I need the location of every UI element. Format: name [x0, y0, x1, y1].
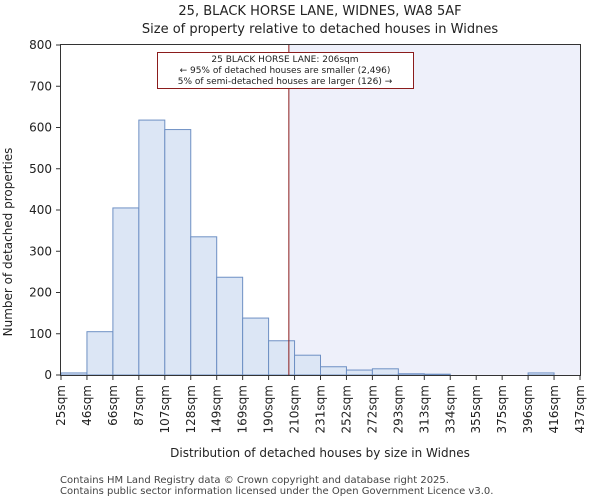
- x-tick-label-313sqm: 313sqm: [417, 385, 431, 433]
- x-tick-label-437sqm: 437sqm: [573, 385, 587, 433]
- bar-396sqm: [527, 372, 555, 376]
- x-tick-label-375sqm: 375sqm: [495, 385, 509, 433]
- x-tick-label-190sqm: 190sqm: [262, 385, 276, 433]
- x-tick-label-87sqm: 87sqm: [132, 385, 146, 426]
- bar-272sqm: [371, 368, 399, 376]
- bar-149sqm: [216, 276, 244, 376]
- bar-231sqm: [320, 366, 347, 376]
- chart-title: 25, BLACK HORSE LANE, WIDNES, WA8 5AF: [178, 4, 461, 19]
- y-tick-label-200: 200: [29, 286, 52, 300]
- y-tick-label-100: 100: [29, 327, 52, 341]
- x-tick-label-46sqm: 46sqm: [80, 385, 94, 426]
- x-tick-label-252sqm: 252sqm: [339, 385, 353, 433]
- chart-subtitle: Size of property relative to detached ho…: [142, 22, 498, 37]
- y-tick-label-400: 400: [29, 203, 52, 217]
- bar-25sqm: [60, 372, 88, 376]
- footer-line-1: Contains HM Land Registry data © Crown c…: [60, 475, 449, 486]
- y-tick-label-500: 500: [29, 162, 52, 176]
- y-tick-label-300: 300: [29, 244, 52, 258]
- bar-190sqm: [268, 340, 296, 376]
- annotation-frame: [157, 52, 414, 89]
- x-tick-label-66sqm: 66sqm: [106, 385, 120, 426]
- bar-128sqm: [190, 236, 218, 376]
- x-tick-label-169sqm: 169sqm: [236, 385, 250, 433]
- x-tick-label-25sqm: 25sqm: [54, 385, 68, 426]
- bar-210sqm: [294, 354, 321, 376]
- annotation-line-3: 5% of semi-detached houses are larger (1…: [178, 77, 393, 87]
- x-tick-label-293sqm: 293sqm: [391, 385, 405, 433]
- bar-293sqm: [397, 373, 425, 376]
- x-axis-label: Distribution of detached houses by size …: [170, 446, 470, 460]
- bar-252sqm: [345, 369, 373, 376]
- x-tick-label-396sqm: 396sqm: [521, 385, 535, 433]
- y-tick-label-600: 600: [29, 121, 52, 135]
- x-tick-label-334sqm: 334sqm: [443, 385, 457, 433]
- x-tick-label-416sqm: 416sqm: [547, 385, 561, 433]
- x-tick-label-107sqm: 107sqm: [158, 385, 172, 433]
- bar-169sqm: [242, 317, 270, 376]
- annotation-line-2: ← 95% of detached houses are smaller (2,…: [180, 66, 391, 76]
- x-tick-label-210sqm: 210sqm: [288, 385, 302, 433]
- bar-46sqm: [86, 331, 114, 376]
- annotation-box: 25 BLACK HORSE LANE: 206sqm ← 95% of det…: [157, 52, 414, 89]
- bar-87sqm: [138, 119, 166, 376]
- y-tick-label-800: 800: [29, 38, 52, 52]
- x-tick-label-128sqm: 128sqm: [184, 385, 198, 433]
- y-axis-label: Number of detached properties: [1, 148, 15, 337]
- bar-66sqm: [112, 207, 140, 376]
- x-tick-label-272sqm: 272sqm: [365, 385, 379, 433]
- footer-line-2: Contains public sector information licen…: [60, 486, 493, 497]
- x-tick-label-355sqm: 355sqm: [469, 385, 483, 433]
- y-tick-label-0: 0: [44, 368, 52, 382]
- x-tick-label-231sqm: 231sqm: [314, 385, 328, 433]
- annotation-line-1: 25 BLACK HORSE LANE: 206sqm: [211, 55, 358, 65]
- x-tick-label-149sqm: 149sqm: [210, 385, 224, 433]
- bar-313sqm: [423, 373, 451, 376]
- bar-107sqm: [164, 129, 192, 376]
- highlight-region: [288, 45, 580, 375]
- y-tick-label-700: 700: [29, 79, 52, 93]
